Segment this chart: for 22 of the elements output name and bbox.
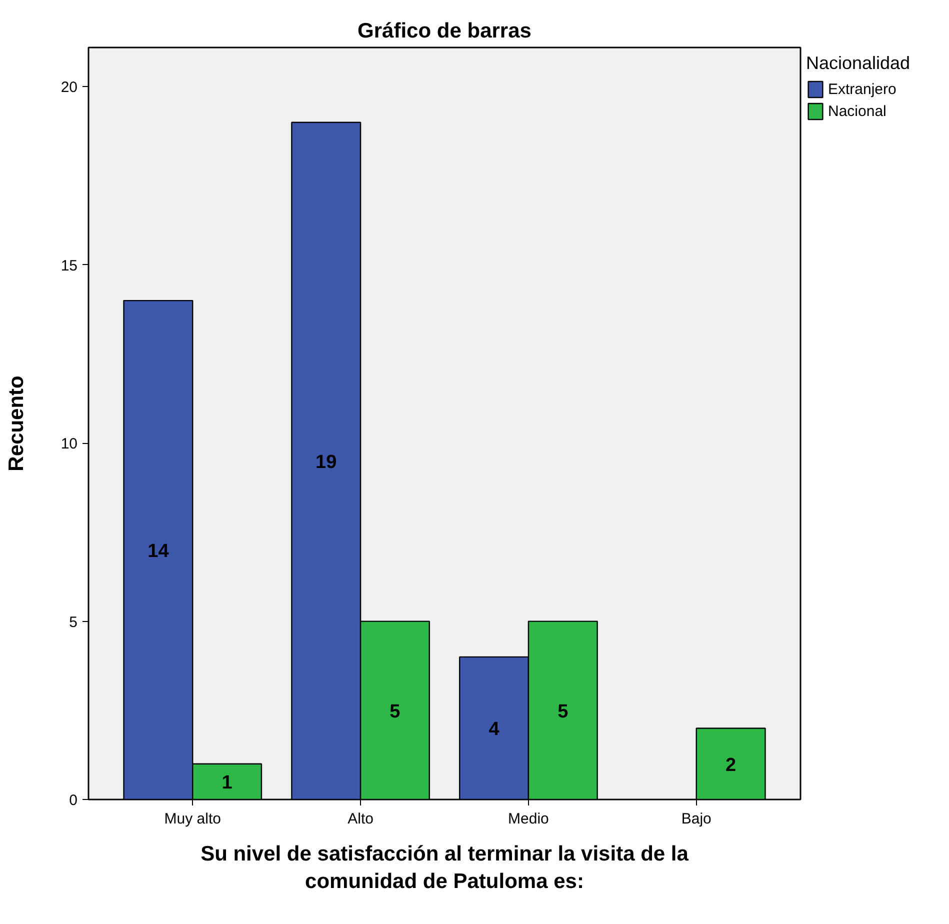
y-tick-label: 0 (69, 792, 78, 809)
legend-title: Nacionalidad (806, 53, 910, 74)
y-tick-label: 20 (60, 79, 78, 96)
legend-label: Nacional (828, 102, 886, 120)
data-label: 5 (558, 701, 569, 722)
legend-label: Extranjero (828, 80, 896, 98)
x-tick-label: Muy alto (164, 810, 221, 828)
data-label: 19 (316, 452, 337, 473)
x-axis-title: Su nivel de satisfacción al terminar la visita de la comunidad de Patuloma es: (200, 842, 689, 894)
data-label: 4 (488, 719, 500, 740)
x-tick-label: Alto (348, 810, 374, 828)
data-label: 1 (222, 772, 233, 794)
x-tick-label: Medio (508, 810, 549, 828)
data-label: 5 (390, 701, 401, 722)
y-tick-label: 15 (60, 257, 78, 274)
y-tick-label: 10 (60, 436, 78, 453)
y-tick-label: 5 (69, 614, 78, 631)
chart-title: Gráfico de barras (358, 20, 532, 42)
x-tick-label: Bajo (681, 810, 712, 828)
y-axis-title: Recuento (4, 376, 28, 472)
data-label: 2 (726, 754, 736, 776)
data-label: 14 (148, 541, 170, 562)
